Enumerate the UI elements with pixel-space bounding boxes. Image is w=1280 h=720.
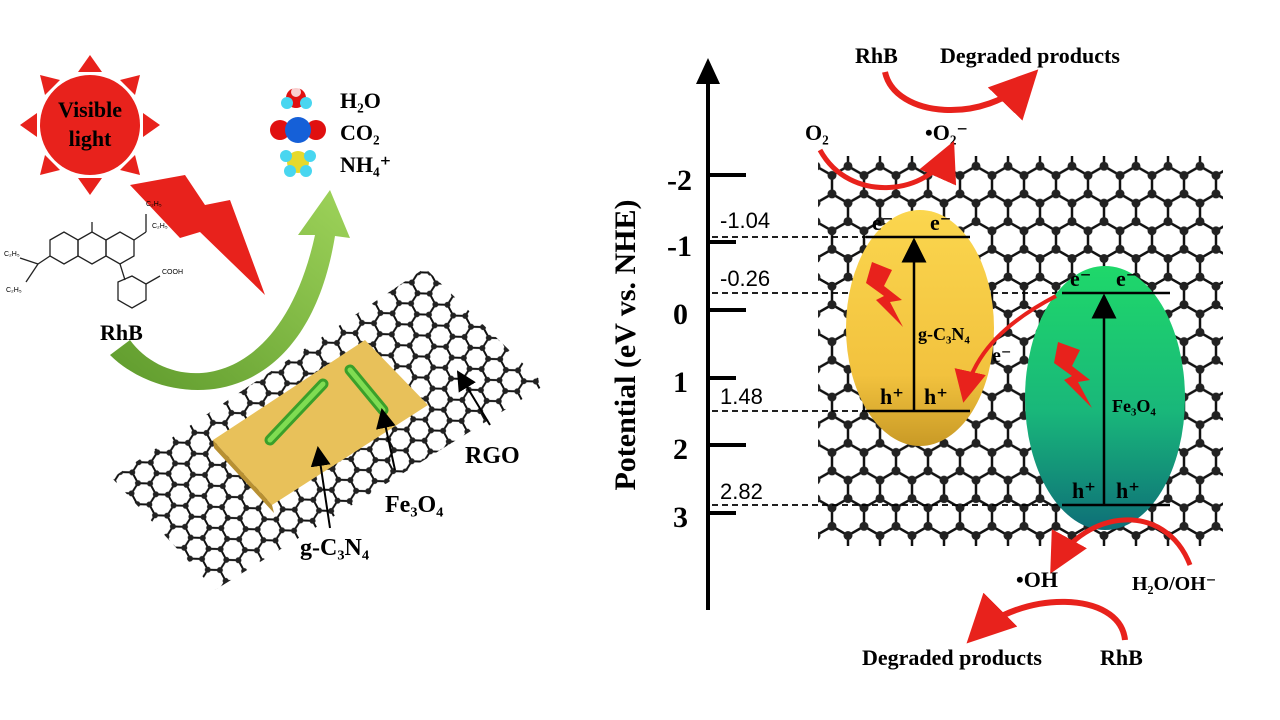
tick-label-2: -1 <box>667 230 692 263</box>
tick-label-3: 0 <box>673 298 688 331</box>
product-nh4: NH₄⁺ <box>340 152 391 177</box>
fe3o4-hole-2: h⁺ <box>1116 478 1140 503</box>
water-label: H₂O/OH⁻ <box>1132 573 1216 595</box>
fe3o4-lightning-icon <box>1054 342 1092 408</box>
o2-reduction-arrow <box>817 140 957 190</box>
tick-label-4: 1 <box>673 366 688 399</box>
gc3n4-electron-2: e⁻ <box>930 210 951 235</box>
water-oxidation-arrow <box>1050 517 1193 574</box>
sun-icon <box>20 55 160 195</box>
level-label-1: -1.04 <box>720 208 770 233</box>
rgo-label: RGO <box>465 443 520 469</box>
level-label-2: -0.26 <box>720 266 770 291</box>
pointer-fe3o4 <box>376 408 396 471</box>
top-degradation-arrow <box>882 69 1039 121</box>
pointer-rgo <box>456 370 491 426</box>
rhb-label-left: RhB <box>100 320 143 345</box>
level-label-4: 2.82 <box>720 479 763 504</box>
rhb-substituent-2: C₂H₅ <box>152 223 168 230</box>
h2o-molecule-icon <box>281 87 312 109</box>
potential-axis-arrowhead <box>696 58 720 84</box>
fe3o4-label-left: Fe₃O₄ <box>385 492 443 518</box>
gc3n4-label-left: g-C₃N₄ <box>300 535 369 561</box>
rhb-substituent-1: C₂H₅ <box>146 201 162 208</box>
o2-label: O₂ <box>805 120 829 145</box>
gc3n4-hole-2: h⁺ <box>924 384 948 409</box>
product-h2o: H₂O <box>340 88 381 113</box>
fe3o4-electron-2: e⁻ <box>1116 266 1137 291</box>
gc3n4-plate <box>213 340 428 505</box>
gc3n4-lightning-icon <box>866 262 903 327</box>
level-label-3: 1.48 <box>720 384 763 409</box>
lightning-bolt-icon <box>130 175 265 295</box>
green-curved-arrow <box>110 190 350 391</box>
nh4-molecule-icon <box>280 150 316 177</box>
co2-molecule-icon <box>270 117 326 143</box>
rhb-substituent-5: COOH <box>162 269 183 276</box>
tick-label-1: -2 <box>667 164 692 197</box>
gc3n4-electron-1: e⁻ <box>872 210 893 235</box>
bottom-degraded-label: Degraded products <box>862 645 1042 670</box>
top-degraded-label: Degraded products <box>940 43 1120 68</box>
product-co2: CO₂ <box>340 120 380 145</box>
electron-transfer-arrow <box>954 294 1057 403</box>
pointer-gc3n4 <box>310 446 331 529</box>
tick-label-6: 3 <box>673 501 688 534</box>
gc3n4-label-right: g-C₃N₄ <box>918 324 970 344</box>
axis-ticks <box>708 173 746 515</box>
bottom-rhb-label: RhB <box>1100 645 1143 670</box>
fe3o4-electron-1: e⁻ <box>1070 266 1091 291</box>
rhb-substituent-4: C₂H₅ <box>6 287 22 294</box>
top-rhb-label: RhB <box>855 43 898 68</box>
tick-label-5: 2 <box>673 433 688 466</box>
superoxide-label: •O₂⁻ <box>925 120 968 145</box>
axis-title: Potential (eV vs. NHE) <box>609 199 642 490</box>
transfer-electron-label: e⁻ <box>992 345 1011 367</box>
gc3n4-plate-edge <box>213 440 274 513</box>
bottom-degradation-arrow <box>966 592 1128 644</box>
rhb-molecule-icon <box>19 214 161 309</box>
hydroxyl-label: •OH <box>1016 567 1058 592</box>
fe3o4-hole-1: h⁺ <box>1072 478 1096 503</box>
sun-label-line1: Visible <box>58 97 122 122</box>
sun-label-line2: light <box>69 126 112 151</box>
gc3n4-hole-1: h⁺ <box>880 384 904 409</box>
rhb-substituent-3: C₂H₅ <box>4 251 20 258</box>
fe3o4-label-right: Fe₃O₄ <box>1112 396 1156 416</box>
